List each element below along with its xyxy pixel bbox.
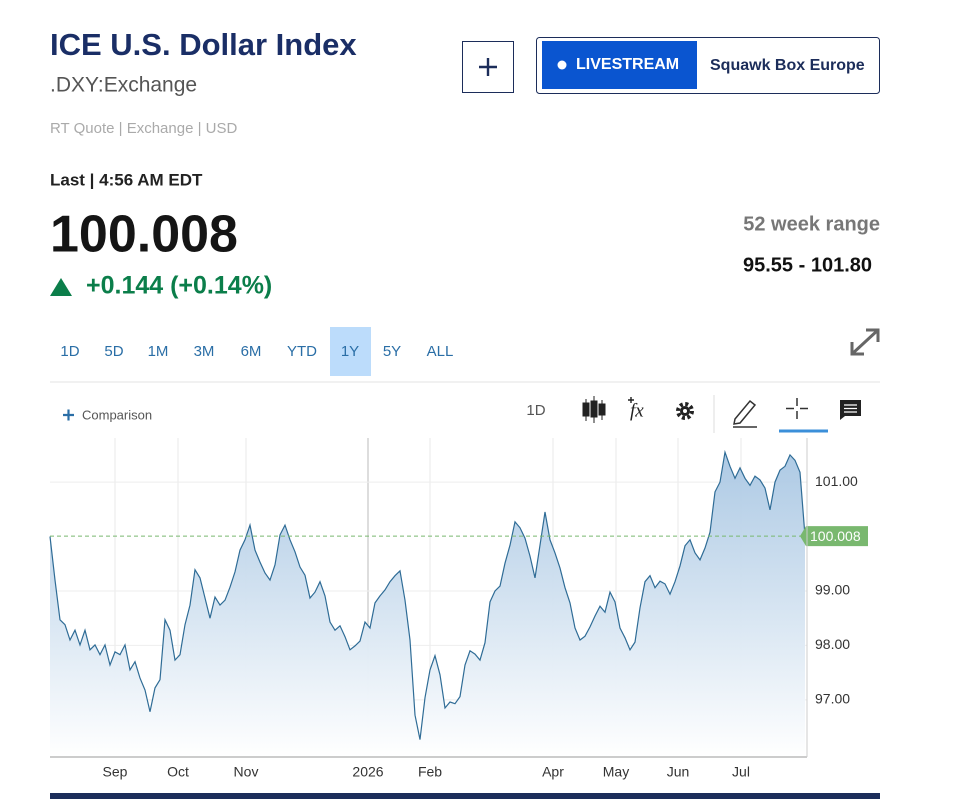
fx-plus[interactable] bbox=[628, 397, 634, 403]
gear-teeth bbox=[676, 402, 694, 420]
x-tick-label: 2026 bbox=[352, 764, 383, 780]
expand-icon[interactable] bbox=[850, 328, 880, 356]
livestream-label[interactable]: LIVESTREAM bbox=[576, 56, 679, 73]
comparison-plus[interactable] bbox=[63, 409, 74, 421]
bottom-bar bbox=[50, 793, 880, 799]
title: ICE U.S. Dollar Index bbox=[50, 27, 357, 62]
comment-bubble bbox=[840, 400, 861, 420]
settings-icon[interactable] bbox=[676, 402, 694, 420]
price: 100.008 bbox=[50, 206, 238, 264]
x-tick-label: Sep bbox=[103, 764, 128, 780]
program-name[interactable]: Squawk Box Europe bbox=[710, 57, 865, 74]
plus-icon bbox=[479, 58, 497, 76]
y-tick-label: 99.00 bbox=[815, 582, 850, 598]
range-tab[interactable]: 6M bbox=[241, 343, 262, 360]
range-label: 52 week range bbox=[743, 213, 880, 235]
last-time: Last | 4:56 AM EDT bbox=[50, 170, 203, 189]
livestream-box[interactable]: LIVESTREAM Squawk Box Europe bbox=[536, 37, 880, 94]
range-tab[interactable]: 3M bbox=[194, 343, 215, 360]
interval[interactable]: 1D bbox=[526, 402, 545, 419]
comment-lines bbox=[844, 404, 857, 413]
price-change: +0.144 (+0.14%) bbox=[86, 272, 272, 300]
up-triangle bbox=[50, 278, 72, 296]
symbol: .DXY:Exchange bbox=[50, 74, 197, 97]
live-dot bbox=[557, 60, 567, 70]
comparison[interactable]: Comparison bbox=[82, 407, 152, 422]
comment-icon[interactable] bbox=[840, 400, 861, 420]
add-button[interactable] bbox=[462, 41, 514, 93]
expand-arrows[interactable] bbox=[850, 328, 880, 356]
x-tick-label: Feb bbox=[418, 764, 442, 780]
range-tab[interactable]: YTD bbox=[287, 343, 317, 360]
y-tick-label: 97.00 bbox=[815, 691, 850, 707]
candle-body bbox=[582, 402, 590, 417]
y-tick-label: 98.00 bbox=[815, 636, 850, 652]
chart: Sep Oct Nov 2026 Feb Apr May Jun Jul 97.00 98.00 99… bbox=[49, 438, 868, 780]
area-fill bbox=[50, 452, 805, 757]
range-tabs: 1D 5D 1M 3M 6M YTD 1Y 5Y ALL bbox=[60, 327, 453, 376]
gear-hole bbox=[683, 409, 687, 413]
x-tick-label: Nov bbox=[234, 764, 259, 780]
x-tick-label: May bbox=[603, 764, 629, 780]
y-tick-label: 101.00 bbox=[815, 473, 858, 489]
range-value: 95.55 - 101.80 bbox=[743, 254, 872, 276]
candles-icon[interactable] bbox=[582, 396, 606, 423]
price-line bbox=[49, 449, 806, 740]
x-tick-label: Jun bbox=[667, 764, 690, 780]
range-tab[interactable]: 1M bbox=[148, 343, 169, 360]
tab-highlight bbox=[330, 327, 371, 376]
x-tick-label: Oct bbox=[167, 764, 189, 780]
range-tab[interactable]: ALL bbox=[427, 343, 454, 360]
range-tab[interactable]: 5Y bbox=[383, 343, 401, 360]
last-price-box bbox=[800, 526, 868, 547]
range-tab[interactable]: 1Y bbox=[341, 343, 359, 360]
livestream-button[interactable] bbox=[542, 41, 697, 89]
last-price-label: 100.008 bbox=[810, 528, 861, 544]
candle-body bbox=[590, 400, 598, 418]
range-tab[interactable]: 5D bbox=[104, 343, 123, 360]
indicators-icon[interactable]: fx bbox=[630, 400, 644, 421]
range-tab[interactable]: 1D bbox=[60, 343, 79, 360]
pencil-icon[interactable] bbox=[733, 399, 757, 428]
quote-meta: RT Quote | Exchange | USD bbox=[50, 120, 237, 137]
x-tick-label: Jul bbox=[732, 764, 750, 780]
candle-body bbox=[598, 403, 606, 416]
crosshair-icon[interactable] bbox=[786, 398, 808, 419]
x-tick-label: Apr bbox=[542, 764, 564, 780]
